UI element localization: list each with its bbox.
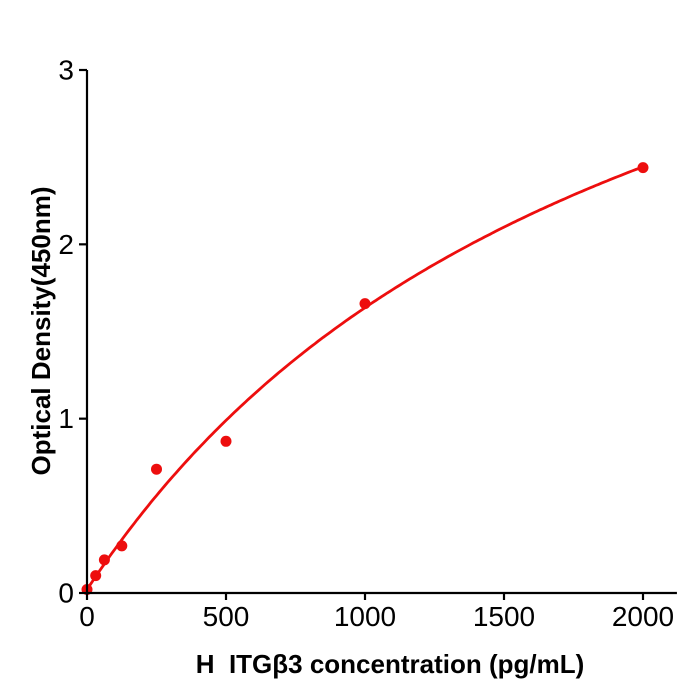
axes-layer: 0 500 1000 1500 2000 0 1 2 3 xyxy=(58,55,677,632)
data-point xyxy=(90,570,102,582)
y-tick-label: 0 xyxy=(58,578,74,609)
data-point xyxy=(359,298,371,310)
x-tick-label: 0 xyxy=(79,601,95,632)
y-tick-label: 2 xyxy=(58,229,74,260)
data-series-layer xyxy=(81,162,649,595)
x-tick-label: 2000 xyxy=(612,601,674,632)
data-point xyxy=(116,540,128,552)
data-point xyxy=(98,554,110,566)
y-tick-label: 3 xyxy=(58,55,74,86)
x-tick-label: 1500 xyxy=(473,601,535,632)
x-axis-label: H ITGβ3 concentration (pg/mL) xyxy=(196,649,585,679)
y-axis-label: Optical Density(450nm) xyxy=(26,187,56,476)
data-point xyxy=(151,463,162,475)
data-point xyxy=(637,162,649,174)
data-point xyxy=(220,435,232,447)
fit-curve-line xyxy=(85,165,645,591)
y-tick-label: 1 xyxy=(58,403,74,434)
x-tick-label: 500 xyxy=(203,601,250,632)
x-tick-label: 1000 xyxy=(334,601,396,632)
